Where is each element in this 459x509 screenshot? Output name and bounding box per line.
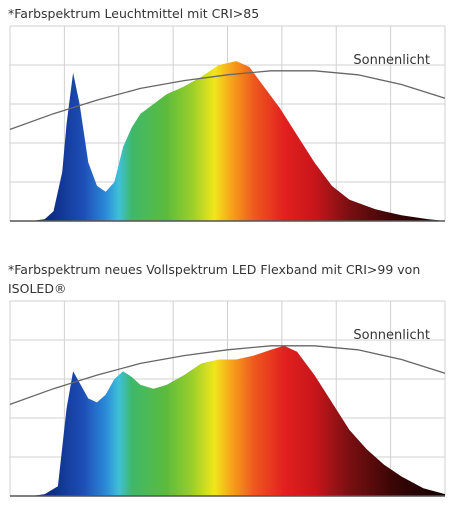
sun-curve	[9, 345, 446, 406]
chart-title: *Farbspektrum neues Vollspektrum LED Fle…	[8, 262, 421, 296]
chart-title: *Farbspektrum Leuchtmittel mit CRI>85	[8, 6, 260, 21]
chart: Sonnenlicht	[9, 300, 446, 497]
sun-curve	[9, 70, 446, 131]
chart: Sonnenlicht	[9, 25, 446, 222]
series-label: Sonnenlicht	[353, 328, 430, 343]
spectrum-area	[10, 345, 445, 496]
series-label: Sonnenlicht	[353, 53, 430, 68]
spectrum-area	[10, 61, 445, 221]
